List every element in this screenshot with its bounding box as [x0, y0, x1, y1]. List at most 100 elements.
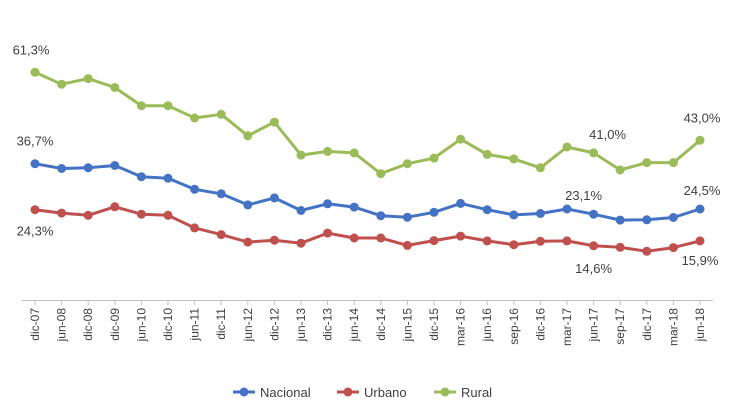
x-tick-label: jun-08 [55, 308, 69, 343]
data-point-urbano [482, 236, 492, 246]
x-tick-label: dic-13 [321, 308, 335, 341]
data-point-nacional [402, 212, 412, 222]
data-point-rural [668, 158, 678, 168]
x-tick-label: dic-07 [28, 308, 42, 341]
legend-label-rural: Rural [461, 385, 492, 400]
data-point-rural [429, 153, 439, 163]
data-point-nacional [296, 206, 306, 215]
data-point-rural [695, 135, 705, 145]
data-point-urbano [402, 240, 412, 250]
data-point-nacional [535, 209, 545, 218]
data-point-rural [163, 101, 173, 111]
data-point-rural [296, 150, 306, 160]
data-point-urbano [668, 243, 678, 253]
data-point-urbano [269, 235, 279, 245]
data-point-rural [216, 109, 226, 119]
data-point-rural [136, 101, 146, 111]
data-point-nacional [110, 161, 120, 170]
x-tick-label: dic-16 [533, 308, 547, 341]
data-point-urbano [589, 241, 599, 251]
data-point-nacional [216, 189, 226, 199]
data-point-nacional [57, 164, 67, 173]
x-tick-label: mar-17 [560, 308, 574, 346]
data-point-urbano [349, 233, 359, 243]
x-tick-label: jun-11 [188, 308, 202, 342]
x-tick-label: dic-15 [427, 308, 441, 341]
x-tick-label: jun-18 [693, 308, 707, 343]
data-point-nacional [615, 215, 625, 225]
data-point-urbano [190, 223, 200, 233]
x-tick-label: dic-09 [108, 308, 122, 341]
data-point-rural [589, 148, 599, 158]
data-point-rural [57, 79, 67, 89]
data-point-rural [509, 154, 519, 164]
x-tick-label: jun-13 [294, 308, 308, 343]
legend-marker-nacional [239, 387, 249, 397]
data-point-nacional [562, 204, 572, 214]
x-tick-label: mar-16 [454, 308, 468, 346]
data-point-rural [482, 149, 492, 159]
x-tick-label: mar-18 [666, 308, 680, 346]
x-axis: dic-07 jun-08 dic-08 dic-09 jun-10 dic-10 jun-… [22, 300, 713, 346]
data-point-urbano [695, 236, 705, 246]
data-point-nacional [83, 163, 93, 173]
x-tick-label: dic-10 [161, 308, 175, 341]
series-line-urbano [34, 205, 701, 253]
data-point-rural [349, 148, 359, 158]
x-tick-label: sep-16 [507, 308, 521, 345]
series-line-rural [34, 70, 701, 176]
x-tick-label: sep-17 [613, 308, 627, 345]
x-tick-label: jun-14 [347, 308, 361, 343]
data-label-nacional: 23,1% [565, 188, 602, 203]
data-point-nacional [429, 207, 439, 217]
x-tick-label: jun-15 [400, 308, 414, 343]
data-point-urbano [642, 246, 652, 256]
x-tick-label: jun-10 [134, 308, 148, 343]
data-point-nacional [163, 173, 173, 183]
data-point-rural [269, 117, 279, 127]
data-point-rural [402, 159, 412, 169]
data-point-urbano [376, 233, 386, 243]
data-point-rural [323, 146, 333, 156]
data-point-nacional [589, 209, 599, 219]
data-point-rural [642, 158, 652, 168]
data-label-nacional: 24,5% [684, 183, 721, 198]
data-label-urbano: 14,6% [575, 261, 612, 276]
data-point-urbano [110, 202, 120, 212]
data-point-nacional [376, 211, 386, 221]
data-point-nacional [349, 202, 359, 212]
data-point-rural [190, 113, 200, 123]
data-point-urbano [456, 231, 466, 241]
data-label-rural: 41,0% [589, 127, 626, 142]
legend-label-nacional: Nacional [260, 385, 311, 400]
data-point-rural [243, 131, 253, 141]
x-tick-label: dic-14 [374, 308, 388, 341]
data-point-nacional [136, 172, 146, 182]
data-point-nacional [30, 159, 40, 169]
plot-area [30, 67, 705, 256]
data-point-nacional [482, 205, 492, 215]
x-tick-label: dic-17 [640, 308, 654, 341]
x-tick-label: jun-16 [480, 308, 494, 343]
data-point-urbano [243, 237, 253, 247]
data-labels: 61,3% 36,7% 24,3% 41,0% 43,0% 23,1% 24,5% 14,6%… [13, 42, 721, 275]
data-point-rural [615, 165, 625, 175]
data-point-nacional [190, 184, 200, 194]
data-point-nacional [509, 210, 519, 220]
data-point-rural [535, 163, 545, 173]
data-point-urbano [57, 208, 67, 218]
x-tick-label: dic-08 [81, 308, 95, 341]
data-point-nacional [243, 200, 253, 210]
data-point-urbano [535, 236, 545, 246]
data-point-rural [30, 67, 40, 77]
data-point-urbano [83, 210, 93, 220]
data-point-rural [83, 74, 93, 84]
data-point-nacional [269, 193, 279, 203]
data-label-rural: 43,0% [684, 110, 721, 125]
legend-marker-urbano [343, 387, 353, 397]
data-label-rural: 61,3% [13, 42, 50, 57]
data-point-nacional [668, 213, 678, 222]
legend-label-urbano: Urbano [364, 385, 407, 400]
legend-marker-rural [440, 387, 450, 397]
